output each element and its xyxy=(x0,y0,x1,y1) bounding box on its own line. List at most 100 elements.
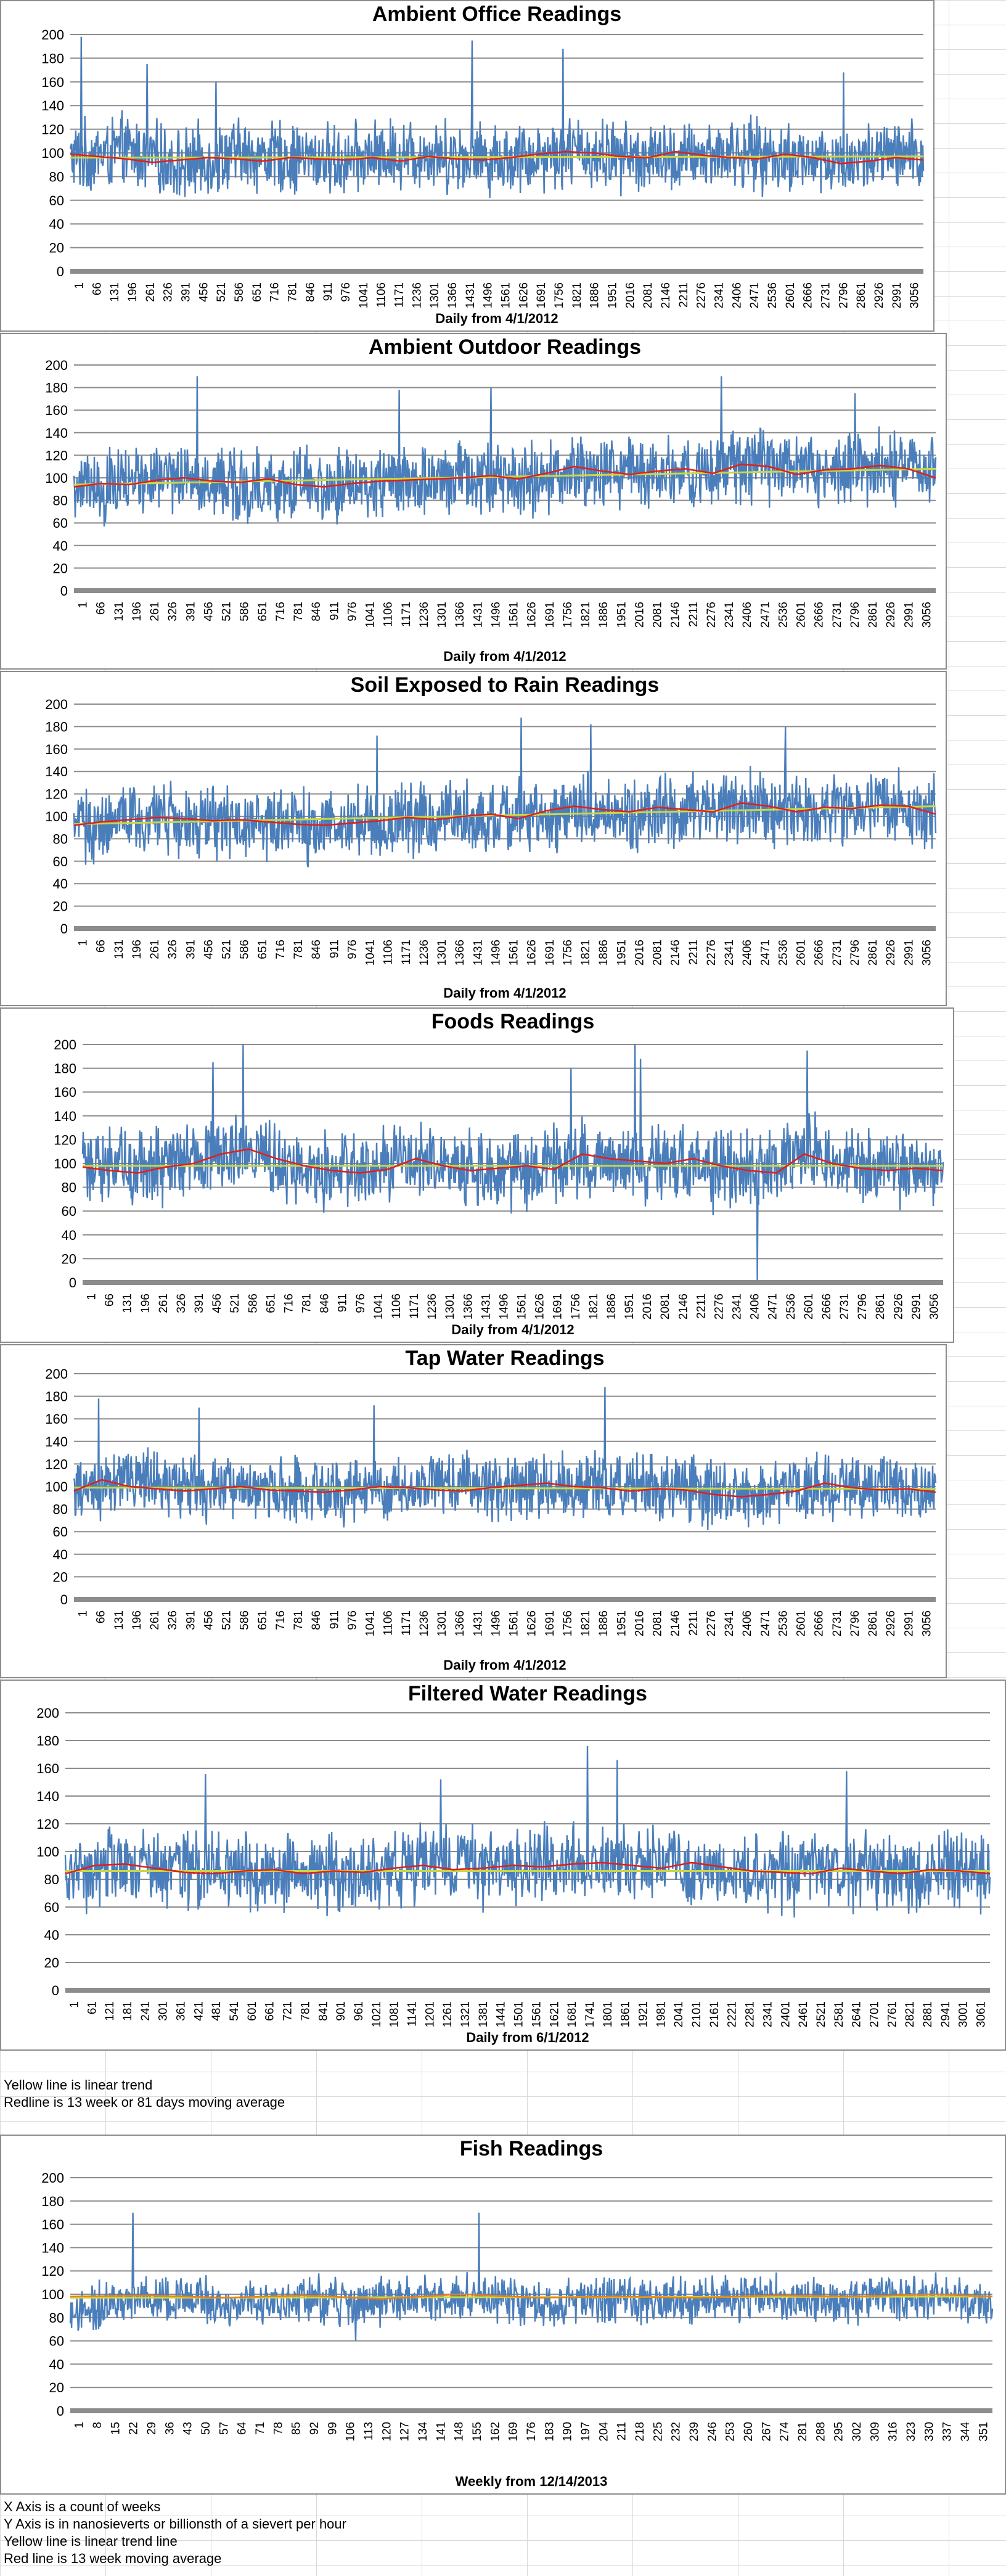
x-tick-label: 131 xyxy=(113,602,126,621)
y-tick-label: 160 xyxy=(36,1761,59,1776)
x-tick-label: 1756 xyxy=(562,940,575,966)
x-tick-label: 15 xyxy=(109,2422,122,2435)
x-tick-label: 66 xyxy=(95,940,108,953)
x-tick-label: 2341 xyxy=(723,602,736,628)
x-tick-label: 2016 xyxy=(641,1294,654,1319)
x-tick-label: 2016 xyxy=(624,282,637,308)
x-tick-label: 1886 xyxy=(589,282,602,308)
x-tick-label: 2861 xyxy=(867,1610,880,1636)
x-tick-label: 456 xyxy=(202,940,215,959)
y-tick-label: 100 xyxy=(45,809,68,824)
x-tick-label: 2081 xyxy=(652,940,665,966)
x-tick-label: 3056 xyxy=(909,282,922,308)
x-tick-label: 2536 xyxy=(777,1610,790,1636)
x-tick-label: 1301 xyxy=(428,282,441,308)
x-tick-label: 3056 xyxy=(928,1294,941,1319)
y-tick-label: 120 xyxy=(36,1816,59,1832)
x-tick-label: 218 xyxy=(634,2422,647,2442)
x-tick-label: 651 xyxy=(256,1610,269,1630)
x-tick-label: 1626 xyxy=(534,1294,547,1319)
x-tick-label: 2146 xyxy=(669,602,682,628)
moving-average-series xyxy=(70,150,924,165)
legend-note-red-moving-average: Redline is 13 week or 81 days moving ave… xyxy=(4,2094,285,2110)
y-tick-label: 180 xyxy=(54,1061,76,1077)
x-tick-label: 2666 xyxy=(813,1610,826,1636)
x-tick-label: 1431 xyxy=(480,1294,493,1319)
x-tick-label: 601 xyxy=(246,2001,259,2021)
x-tick-label: 1081 xyxy=(388,2001,401,2027)
readings-series xyxy=(73,717,937,868)
x-tick-label: 141 xyxy=(435,2422,448,2442)
x-tick-label: 1 xyxy=(73,282,86,289)
x-tick-label: 391 xyxy=(184,940,197,959)
y-tick-label: 160 xyxy=(41,2217,64,2233)
x-tick-label: 1171 xyxy=(408,1294,421,1319)
x-tick-label: 2146 xyxy=(669,1610,682,1636)
x-tick-label: 391 xyxy=(184,1610,197,1630)
x-tick-label: 1236 xyxy=(418,940,431,966)
x-tick-label: 2666 xyxy=(802,282,815,308)
x-tick-label: 1431 xyxy=(472,940,485,966)
x-tick-label: 2991 xyxy=(902,1610,915,1636)
y-tick-label: 60 xyxy=(53,1524,68,1540)
x-tick-label: 1236 xyxy=(418,602,431,628)
x-tick-label: 781 xyxy=(292,940,305,959)
y-tick-label: 160 xyxy=(54,1085,76,1100)
x-tick-label: 127 xyxy=(399,2422,412,2442)
x-tick-label: 716 xyxy=(274,940,287,959)
y-tick-label: 40 xyxy=(49,2357,64,2372)
x-tick-label: 1 xyxy=(77,940,90,946)
x-tick-label: 2341 xyxy=(723,940,736,966)
y-tick-label: 140 xyxy=(45,764,68,779)
x-tick-label: 1366 xyxy=(454,1610,467,1636)
x-tick-label: 2406 xyxy=(741,602,754,628)
x-tick-label: 1171 xyxy=(393,282,406,308)
x-tick-label: 196 xyxy=(131,602,144,621)
x-tick-label: 586 xyxy=(239,940,252,959)
x-tick-label: 302 xyxy=(851,2422,864,2442)
x-tick-label: 326 xyxy=(166,602,179,621)
y-tick-label: 40 xyxy=(49,216,64,232)
x-tick-label: 3061 xyxy=(975,2001,988,2027)
x-tick-label: 131 xyxy=(121,1294,134,1313)
x-tick-label: 1041 xyxy=(364,1610,377,1636)
x-tick-label: 64 xyxy=(236,2422,249,2435)
x-tick-label: 2276 xyxy=(713,1294,726,1319)
x-tick-label: 781 xyxy=(286,282,299,302)
y-tick-label: 40 xyxy=(53,1547,68,1562)
x-tick-label: 901 xyxy=(335,2001,348,2021)
y-tick-label: 20 xyxy=(53,560,68,576)
moving-average-series xyxy=(73,463,936,488)
y-tick-label: 100 xyxy=(45,1479,68,1495)
y-tick-label: 20 xyxy=(49,240,64,256)
x-tick-label: 586 xyxy=(239,1610,252,1630)
x-tick-label: 204 xyxy=(597,2422,610,2442)
y-tick-label: 140 xyxy=(45,1434,68,1450)
y-tick-label: 180 xyxy=(41,2194,64,2209)
x-tick-label: 2666 xyxy=(813,940,826,966)
x-tick-label: 1921 xyxy=(637,2001,650,2027)
y-tick-label: 0 xyxy=(60,1592,68,1607)
chart-title: Tap Water Readings xyxy=(405,1347,604,1370)
x-tick-label: 326 xyxy=(166,940,179,959)
x-tick-label: 2211 xyxy=(687,940,700,965)
x-tick-label: 2666 xyxy=(820,1294,833,1319)
x-tick-label: 1261 xyxy=(441,2001,454,2027)
x-tick-label: 2471 xyxy=(759,940,772,966)
x-tick-label: 661 xyxy=(264,2001,277,2021)
x-axis-label: Daily from 4/1/2012 xyxy=(451,1322,574,1337)
x-axis-label: Daily from 4/1/2012 xyxy=(435,311,558,326)
x-tick-label: 326 xyxy=(166,1610,179,1630)
y-tick-label: 20 xyxy=(53,899,68,914)
y-tick-label: 200 xyxy=(54,1037,76,1052)
x-tick-label: 148 xyxy=(453,2422,466,2442)
x-tick-label: 911 xyxy=(322,282,335,301)
x-tick-label: 521 xyxy=(229,1294,242,1313)
x-tick-label: 781 xyxy=(301,1294,314,1313)
x-tick-label: 2926 xyxy=(885,940,898,966)
y-tick-label: 160 xyxy=(45,742,68,757)
x-tick-label: 323 xyxy=(905,2422,918,2442)
x-tick-label: 1691 xyxy=(535,282,548,308)
chart-panel-2: Ambient Outdoor Readings 0 20 40 60 80 100 120 1… xyxy=(0,333,947,670)
x-tick-label: 1951 xyxy=(615,940,628,966)
